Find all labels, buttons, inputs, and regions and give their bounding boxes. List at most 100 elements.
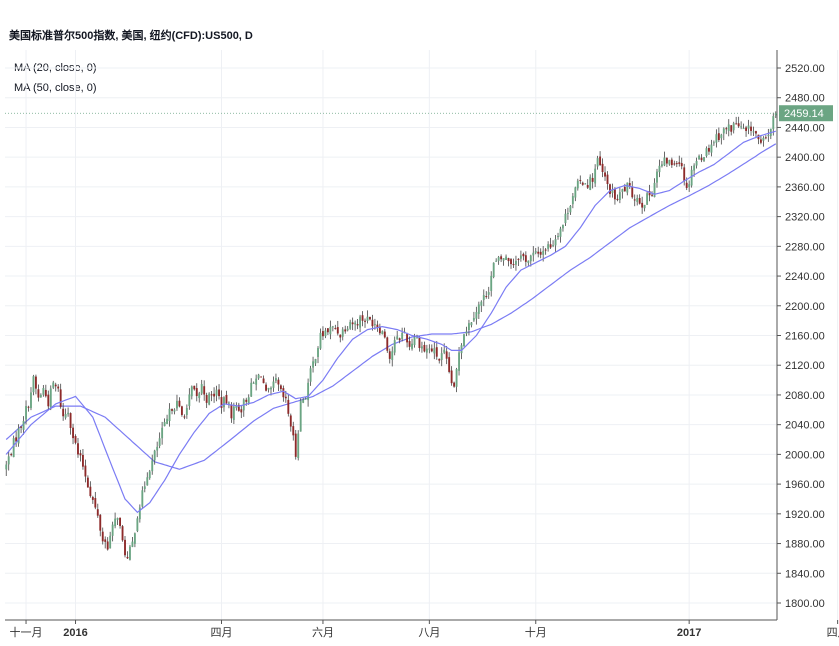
candle-body	[522, 253, 525, 257]
candle-body	[646, 193, 649, 205]
candle-body	[260, 376, 263, 378]
candle-body	[524, 255, 527, 262]
candle-body	[289, 415, 292, 427]
candle-body	[490, 275, 493, 291]
candle-body	[636, 197, 639, 202]
y-tick-label: 1880.00	[785, 539, 825, 551]
candle-body	[188, 394, 191, 407]
candle-body	[740, 126, 743, 128]
candle-body	[401, 332, 404, 339]
candle-body	[227, 402, 230, 404]
candle-body	[420, 346, 423, 349]
ma50-line	[5, 143, 777, 470]
candle-body	[690, 169, 693, 186]
candle-body	[552, 245, 555, 247]
candle-body	[376, 324, 379, 328]
candle-body	[334, 328, 337, 330]
y-tick-label: 1840.00	[785, 568, 825, 580]
x-tick-label: 2017	[677, 627, 701, 639]
candle-body	[411, 343, 413, 349]
candle-body	[146, 477, 149, 486]
candle-body	[173, 409, 176, 412]
candle-body	[720, 134, 723, 139]
candle-body	[378, 326, 381, 334]
candle-body	[322, 331, 324, 337]
candle-body	[99, 514, 102, 531]
candle-body	[339, 334, 342, 338]
candle-body	[752, 131, 755, 133]
candle-body	[700, 157, 703, 161]
candle-body	[161, 427, 164, 439]
candle-body	[596, 158, 599, 167]
candle-body	[527, 260, 530, 263]
candle-body	[208, 393, 211, 405]
y-tick-label: 1960.00	[785, 479, 825, 491]
candle-body	[638, 198, 641, 204]
candle-body	[371, 319, 374, 327]
candle-body	[693, 165, 696, 171]
candle-body	[750, 126, 752, 131]
candle-body	[406, 333, 409, 343]
candle-body	[725, 128, 728, 130]
candle-body	[136, 518, 139, 532]
candle-body	[232, 406, 235, 420]
candle-body	[369, 316, 371, 320]
candle-body	[626, 182, 629, 193]
candle-body	[386, 337, 389, 351]
candle-body	[477, 304, 480, 314]
candle-body	[735, 123, 738, 125]
candle-body	[470, 322, 473, 326]
candle-body	[398, 338, 401, 341]
candle-body	[326, 328, 329, 333]
candle-body	[91, 497, 94, 500]
candle-body	[564, 213, 567, 224]
candle-body	[205, 394, 208, 403]
candle-body	[129, 546, 131, 560]
candle-body	[30, 392, 32, 409]
candle-body	[341, 329, 344, 337]
y-tick-label: 1800.00	[785, 598, 825, 610]
candle-body	[116, 518, 119, 520]
candle-body	[695, 160, 698, 166]
candle-body	[106, 541, 109, 550]
candle-body	[544, 249, 547, 251]
candle-body	[475, 312, 478, 319]
x-tick-label: 2016	[63, 627, 87, 639]
candle-body	[198, 393, 201, 399]
candle-body	[111, 524, 114, 536]
candle-body	[148, 471, 151, 479]
candle-body	[566, 212, 569, 214]
candle-body	[502, 258, 505, 261]
y-tick-label: 2360.00	[785, 182, 825, 194]
candle-body	[230, 404, 233, 419]
candle-body	[351, 322, 354, 325]
candle-body	[190, 386, 193, 397]
candle-body	[675, 163, 678, 165]
candle-body	[391, 351, 394, 361]
candle-body	[505, 256, 507, 260]
last-price-badge	[779, 105, 833, 122]
candle-body	[287, 399, 290, 414]
candle-body	[304, 398, 307, 400]
candle-body	[361, 315, 364, 321]
candle-body	[455, 369, 458, 387]
candle-body	[200, 384, 203, 394]
y-tick-label: 2280.00	[785, 241, 825, 253]
candle-body	[151, 460, 154, 472]
candle-body	[356, 324, 359, 326]
candle-body	[658, 165, 661, 173]
candle-body	[460, 345, 463, 354]
candle-body	[425, 348, 428, 353]
candle-body	[576, 180, 579, 189]
y-tick-label: 2440.00	[785, 122, 825, 134]
candle-body	[364, 320, 366, 322]
y-tick-label: 2040.00	[785, 420, 825, 432]
candle-body	[507, 258, 510, 262]
candle-body	[606, 174, 609, 184]
y-tick-label: 1920.00	[785, 509, 825, 521]
candle-body	[178, 400, 181, 407]
candle-body	[631, 186, 634, 198]
candle-body	[359, 316, 362, 328]
candle-body	[344, 329, 347, 332]
